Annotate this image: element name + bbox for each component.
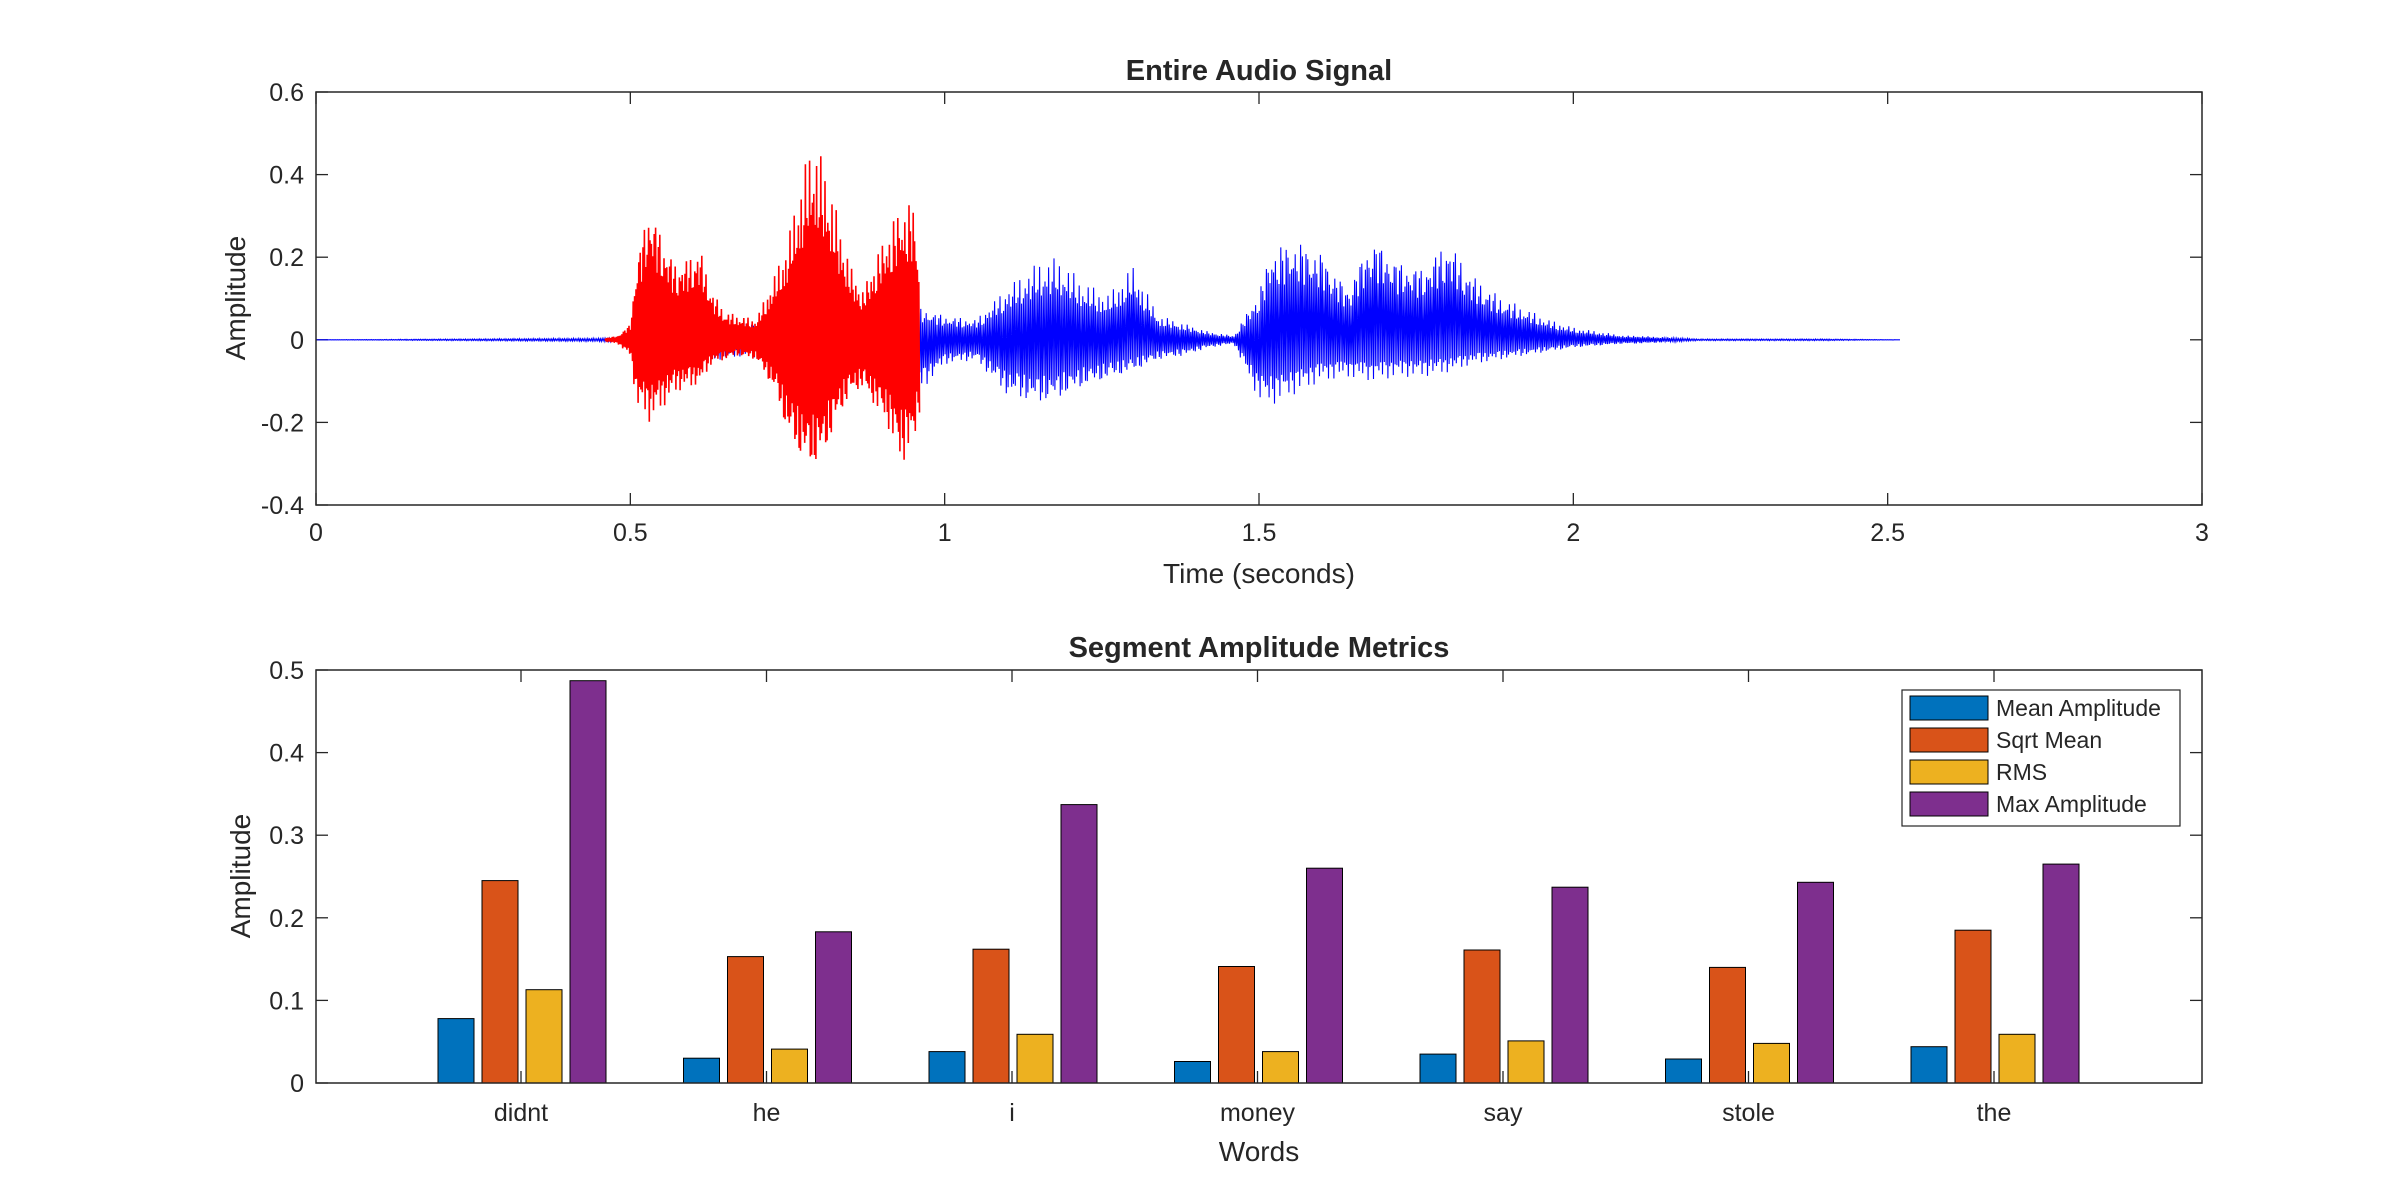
metrics-chart: 0 0.1 0.2 0.3 0.4 0.5 didnt he i money say stole the…	[225, 632, 2203, 1167]
metrics-x-tick-label: he	[753, 1099, 781, 1127]
bar-rms	[1507, 1040, 1545, 1084]
bar-rms	[1016, 1033, 1054, 1084]
bar-rms	[1262, 1051, 1299, 1084]
bar-sqrt-mean	[1709, 966, 1746, 1084]
bar-max-amplitude	[815, 931, 852, 1084]
bar-max-amplitude	[1306, 867, 1343, 1084]
metrics-x-axis-label: Words	[1219, 1136, 1299, 1167]
signal-y-tick-label: 0.2	[269, 244, 304, 272]
signal-waveform	[316, 156, 1900, 460]
metrics-y-tick-label: 0.1	[269, 987, 304, 1015]
bar-rms	[525, 989, 563, 1084]
metrics-plot-area	[316, 670, 2202, 1083]
signal-title: Entire Audio Signal	[1126, 55, 1392, 87]
metrics-y-tick-label: 0.3	[269, 822, 304, 850]
metrics-axes-box	[315, 669, 2203, 1084]
bar-sqrt-mean	[1218, 966, 1255, 1084]
bar-rms	[1998, 1033, 2036, 1084]
metrics-y-tick-label: 0.2	[269, 905, 304, 933]
legend-swatch	[1909, 727, 1989, 753]
bar-max-amplitude	[1551, 886, 1589, 1084]
signal-y-tick-label: 0.6	[269, 79, 304, 107]
metrics-x-tick-label: money	[1220, 1099, 1296, 1127]
signal-y-tick-label: -0.4	[261, 492, 304, 520]
bar-sqrt-mean	[972, 948, 1010, 1084]
signal-y-tick-label: 0	[290, 327, 304, 355]
bar-max-amplitude	[1797, 881, 1834, 1084]
metrics-x-tick-label: the	[1977, 1099, 2012, 1127]
metrics-x-tick-label: i	[1009, 1099, 1015, 1127]
bar-mean-amplitude	[1910, 1046, 1948, 1084]
legend-label: Max Amplitude	[1996, 791, 2147, 817]
signal-x-tick-label: 1.5	[1242, 519, 1277, 547]
bar-mean-amplitude	[928, 1051, 966, 1084]
bar-rms	[771, 1048, 808, 1084]
legend-swatch	[1909, 791, 1989, 817]
signal-series-red	[604, 156, 921, 460]
legend-label: RMS	[1996, 759, 2047, 785]
signal-y-tick-label: 0.4	[269, 162, 304, 190]
metrics-x-tick-label: stole	[1722, 1099, 1775, 1127]
metrics-y-tick-label: 0.4	[269, 740, 304, 768]
bar-sqrt-mean	[1463, 949, 1501, 1084]
legend-label: Mean Amplitude	[1996, 695, 2161, 721]
signal-x-axis-label: Time (seconds)	[1163, 558, 1355, 589]
bar-sqrt-mean	[727, 956, 764, 1084]
metrics-x-tick-label: say	[1484, 1099, 1523, 1127]
legend-swatch	[1909, 759, 1989, 785]
metrics-y-axis-label: Amplitude	[225, 814, 256, 939]
metrics-title: Segment Amplitude Metrics	[1069, 632, 1450, 664]
signal-chart: 0 0.5 1 1.5 2 2.5 3 -0.4 -0.2 0 0.2 0.4 0.6 Entire A…	[220, 55, 2209, 589]
signal-x-tick-label: 2	[1566, 519, 1580, 547]
metrics-x-tick-label: didnt	[494, 1099, 548, 1127]
bar-max-amplitude	[1060, 804, 1098, 1084]
bar-sqrt-mean	[481, 880, 519, 1084]
bar-mean-amplitude	[683, 1057, 720, 1084]
signal-y-tick-label: -0.2	[261, 409, 304, 437]
legend-label: Sqrt Mean	[1996, 727, 2102, 753]
signal-x-tick-label: 0	[309, 519, 323, 547]
bar-max-amplitude	[2042, 863, 2080, 1084]
signal-x-tick-label: 0.5	[613, 519, 648, 547]
metrics-bars	[437, 680, 2080, 1084]
legend-swatch	[1909, 695, 1989, 721]
signal-x-tick-label: 3	[2195, 519, 2209, 547]
bar-sqrt-mean	[1954, 929, 1992, 1084]
legend: Mean Amplitude Sqrt Mean RMS Max Amplitude	[1901, 689, 2181, 827]
bar-mean-amplitude	[437, 1018, 475, 1084]
signal-axes-box	[315, 91, 2203, 506]
signal-plot-area	[316, 92, 2202, 505]
bar-mean-amplitude	[1419, 1053, 1457, 1084]
signal-x-tick-label: 2.5	[1870, 519, 1905, 547]
signal-x-tick-label: 1	[938, 519, 952, 547]
bar-rms	[1753, 1042, 1790, 1084]
bar-mean-amplitude	[1665, 1058, 1702, 1084]
metrics-y-tick-label: 0	[290, 1070, 304, 1098]
metrics-y-tick-label: 0.5	[269, 657, 304, 685]
bar-mean-amplitude	[1174, 1061, 1211, 1084]
signal-y-axis-label: Amplitude	[220, 236, 251, 361]
bar-max-amplitude	[569, 680, 607, 1084]
signal-series-blue	[316, 244, 1900, 404]
